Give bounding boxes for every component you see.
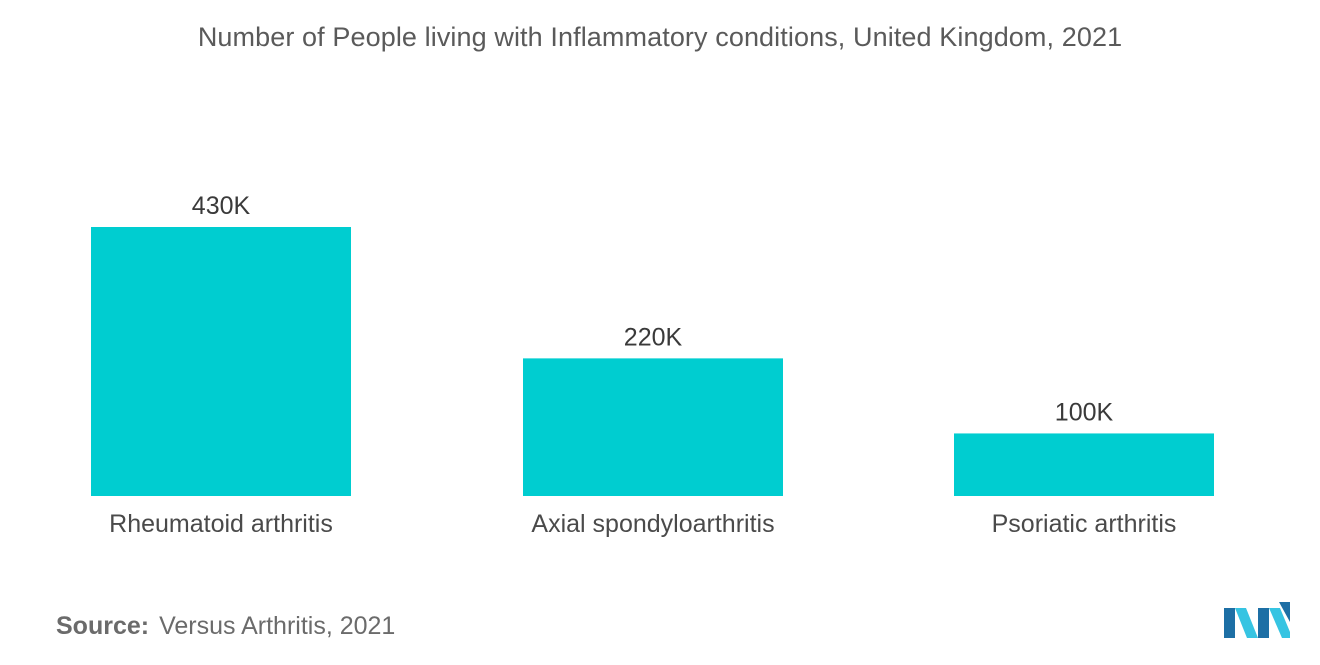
value-label-2: 100K (1055, 398, 1114, 426)
source-label: Source: (56, 612, 150, 640)
chart-title: Number of People living with Inflammator… (197, 22, 1123, 52)
category-label-1: Axial spondyloarthritis (531, 510, 774, 538)
category-label-0: Rheumatoid arthritis (109, 510, 333, 538)
bar-0 (91, 227, 351, 496)
source-text: Versus Arthritis, 2021 (159, 612, 396, 640)
mordor-logo-icon (1224, 602, 1290, 638)
bar-1 (523, 358, 783, 496)
source-note: Source: Versus Arthritis, 2021 (56, 612, 395, 641)
value-label-0: 430K (192, 192, 251, 220)
value-label-1: 220K (624, 323, 683, 351)
bars-layer: 430K Rheumatoid arthritis 220K Axial spondy… (91, 192, 1214, 538)
bar-chart: 430K Rheumatoid arthritis 220K Axial spondy… (91, 192, 1214, 538)
category-label-2: Psoriatic arthritis (992, 510, 1177, 538)
bar-2 (954, 433, 1214, 496)
